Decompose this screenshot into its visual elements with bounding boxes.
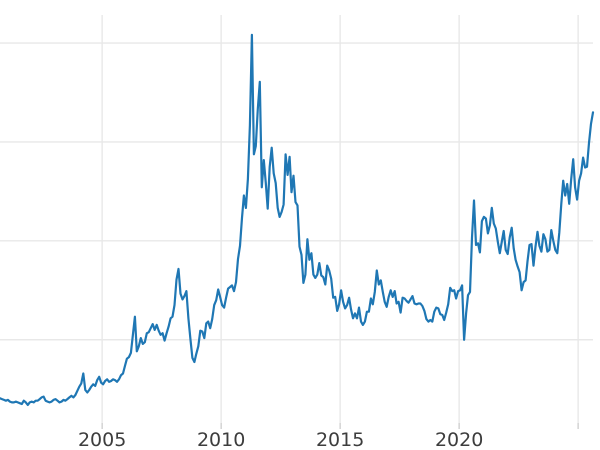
price-series-line [0, 33, 595, 406]
x-tick-label: 2010 [197, 429, 245, 450]
x-tick-label: 2005 [78, 429, 126, 450]
x-tick-label: 2020 [435, 429, 483, 450]
x-tick-label: 2015 [316, 429, 364, 450]
